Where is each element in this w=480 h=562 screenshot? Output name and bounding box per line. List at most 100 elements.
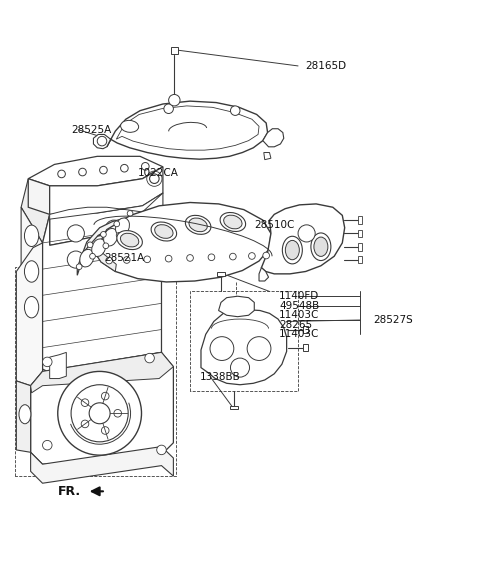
- Polygon shape: [358, 230, 362, 237]
- Polygon shape: [31, 352, 173, 464]
- Circle shape: [116, 233, 122, 238]
- Ellipse shape: [185, 215, 211, 234]
- Polygon shape: [28, 179, 49, 214]
- Circle shape: [142, 162, 149, 170]
- Text: 11403C: 11403C: [279, 310, 319, 320]
- Circle shape: [67, 251, 84, 268]
- Polygon shape: [259, 268, 268, 281]
- Circle shape: [127, 211, 133, 216]
- Ellipse shape: [120, 120, 139, 132]
- Text: 28265: 28265: [279, 320, 312, 330]
- Polygon shape: [358, 256, 362, 264]
- Circle shape: [79, 168, 86, 176]
- Polygon shape: [21, 207, 43, 369]
- Ellipse shape: [24, 225, 39, 247]
- Ellipse shape: [24, 261, 39, 282]
- Polygon shape: [262, 204, 345, 274]
- Polygon shape: [16, 381, 31, 452]
- Circle shape: [105, 246, 122, 264]
- Polygon shape: [263, 129, 284, 147]
- Polygon shape: [303, 326, 308, 333]
- Circle shape: [90, 253, 96, 259]
- Circle shape: [230, 106, 240, 115]
- Text: 1022CA: 1022CA: [138, 167, 179, 178]
- Polygon shape: [303, 344, 308, 351]
- Circle shape: [101, 232, 106, 237]
- Ellipse shape: [311, 233, 331, 261]
- Circle shape: [210, 337, 234, 360]
- Polygon shape: [95, 202, 271, 282]
- Circle shape: [123, 257, 130, 264]
- Polygon shape: [31, 447, 173, 483]
- Circle shape: [97, 137, 107, 146]
- Circle shape: [187, 255, 193, 261]
- Polygon shape: [201, 310, 287, 385]
- Ellipse shape: [151, 222, 177, 241]
- Circle shape: [298, 225, 315, 242]
- Text: 1140FD: 1140FD: [279, 291, 319, 301]
- Text: 28525A: 28525A: [71, 125, 111, 135]
- Circle shape: [81, 420, 89, 428]
- Text: 28521A: 28521A: [104, 253, 144, 263]
- Circle shape: [43, 357, 52, 366]
- Circle shape: [103, 243, 108, 248]
- Circle shape: [81, 399, 89, 406]
- Circle shape: [76, 264, 82, 270]
- Circle shape: [71, 385, 128, 442]
- Circle shape: [43, 441, 52, 450]
- Ellipse shape: [120, 233, 139, 247]
- Circle shape: [145, 353, 155, 363]
- Circle shape: [114, 410, 121, 417]
- Text: 1338BB: 1338BB: [200, 372, 240, 382]
- Circle shape: [89, 403, 110, 424]
- Circle shape: [165, 255, 172, 262]
- Polygon shape: [217, 273, 225, 277]
- Circle shape: [106, 257, 112, 264]
- Polygon shape: [49, 193, 163, 245]
- Polygon shape: [31, 352, 173, 393]
- Circle shape: [230, 358, 250, 377]
- Polygon shape: [264, 152, 271, 160]
- Circle shape: [58, 170, 65, 178]
- Polygon shape: [170, 47, 178, 53]
- Polygon shape: [49, 193, 163, 219]
- Circle shape: [120, 165, 128, 172]
- Ellipse shape: [220, 212, 246, 232]
- Ellipse shape: [80, 250, 94, 267]
- Circle shape: [58, 371, 142, 455]
- Circle shape: [247, 337, 271, 360]
- Polygon shape: [107, 101, 267, 159]
- Polygon shape: [43, 214, 161, 371]
- Circle shape: [101, 427, 109, 434]
- Ellipse shape: [116, 218, 130, 235]
- Ellipse shape: [155, 225, 173, 238]
- Circle shape: [87, 242, 93, 248]
- Circle shape: [105, 220, 122, 237]
- Polygon shape: [28, 156, 163, 186]
- Ellipse shape: [224, 215, 242, 229]
- Ellipse shape: [104, 228, 118, 246]
- Circle shape: [114, 221, 120, 226]
- Text: 28510C: 28510C: [254, 220, 295, 230]
- Text: 49548B: 49548B: [279, 301, 319, 311]
- Polygon shape: [218, 296, 254, 317]
- Circle shape: [144, 256, 151, 262]
- Polygon shape: [95, 247, 116, 271]
- Ellipse shape: [285, 241, 300, 260]
- Circle shape: [67, 225, 84, 242]
- Text: FR.: FR.: [58, 485, 81, 498]
- Polygon shape: [49, 352, 66, 379]
- Circle shape: [229, 253, 236, 260]
- Ellipse shape: [19, 405, 31, 424]
- Ellipse shape: [117, 230, 143, 250]
- Ellipse shape: [314, 237, 328, 256]
- Circle shape: [100, 166, 107, 174]
- Polygon shape: [358, 243, 362, 251]
- Ellipse shape: [282, 236, 302, 264]
- Text: 28165D: 28165D: [306, 61, 347, 71]
- Polygon shape: [77, 218, 134, 275]
- Polygon shape: [230, 406, 238, 410]
- Circle shape: [101, 392, 109, 400]
- Ellipse shape: [24, 297, 39, 318]
- Circle shape: [168, 94, 180, 106]
